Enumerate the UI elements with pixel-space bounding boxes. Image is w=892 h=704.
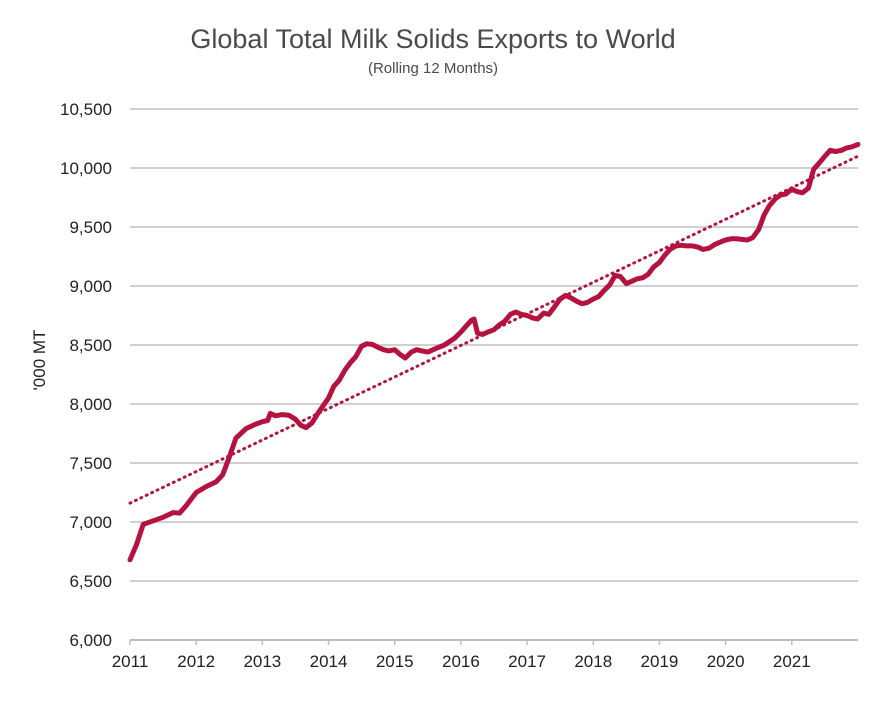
x-tick-label: 2019: [641, 652, 679, 671]
trend-line: [128, 154, 860, 505]
x-tick-label: 2021: [773, 652, 811, 671]
x-tick-label: 2012: [177, 652, 215, 671]
x-tick-label: 2013: [243, 652, 281, 671]
y-tick-label: 10,000: [60, 159, 112, 178]
x-tick-label: 2020: [707, 652, 745, 671]
gridlines: [129, 108, 858, 645]
x-tick-label: 2018: [574, 652, 612, 671]
x-tick-label: 2017: [508, 652, 546, 671]
y-tick-label: 6,000: [69, 631, 112, 650]
y-tick-label: 8,500: [69, 336, 112, 355]
y-tick-label: 9,500: [69, 218, 112, 237]
x-tick-label: 2011: [112, 652, 149, 671]
x-axis-tick-labels: 2011 2012 2013 2014 2015 2016 2017 2018 2019 2020…: [112, 652, 811, 671]
x-tick-label: 2015: [376, 652, 414, 671]
series-layer: [127, 141, 861, 563]
series-line: [127, 141, 861, 563]
y-tick-label: 8,000: [69, 395, 112, 414]
y-tick-label: 7,000: [69, 513, 112, 532]
y-tick-label: 10,500: [60, 100, 112, 119]
y-axis-title: '000 MT: [30, 330, 49, 391]
y-tick-label: 9,000: [69, 277, 112, 296]
x-tick-label: 2016: [442, 652, 480, 671]
chart-title: Global Total Milk Solids Exports to Worl…: [190, 24, 676, 54]
x-tick-label: 2014: [310, 652, 348, 671]
y-tick-label: 6,500: [69, 572, 112, 591]
y-tick-label: 7,500: [69, 454, 112, 473]
y-axis-tick-labels: 6,000 6,500 7,000 7,500 8,000 8,500 9,000 9,500…: [60, 100, 112, 650]
chart-subtitle: (Rolling 12 Months): [367, 60, 499, 77]
